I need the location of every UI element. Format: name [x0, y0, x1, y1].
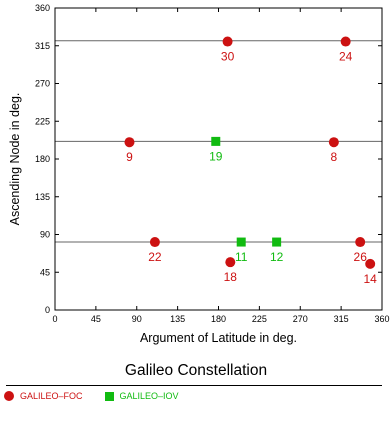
- iov-point-12: [272, 237, 282, 247]
- x-tick-label: 270: [293, 314, 308, 324]
- y-tick-label: 360: [35, 3, 50, 13]
- satellite-label-8: 8: [331, 150, 338, 164]
- chart: 0 45 90 135 180 225 270 315 360 0 45 90 135 180 225 270…: [8, 3, 390, 345]
- satellite-label-18: 18: [224, 270, 238, 284]
- x-tick-label: 45: [91, 314, 101, 324]
- legend-item-iov: GALILEO–IOV: [104, 391, 179, 401]
- y-tick-label: 180: [35, 154, 50, 164]
- y-tick-label: 270: [35, 79, 50, 89]
- foc-point-8: [328, 137, 339, 148]
- satellite-label-9: 9: [126, 150, 133, 164]
- x-tick-label: 225: [252, 314, 267, 324]
- satellite-label-19: 19: [209, 149, 223, 163]
- satellite-label-22: 22: [148, 250, 162, 264]
- satellite-label-26: 26: [354, 250, 368, 264]
- x-tick-label: 0: [52, 314, 57, 324]
- legend-label-iov: GALILEO–IOV: [119, 391, 179, 401]
- foc-point-9: [124, 137, 135, 148]
- foc-point-26: [355, 237, 366, 248]
- foc-point-24: [340, 36, 351, 47]
- x-tick-label: 135: [170, 314, 185, 324]
- chart-caption: Galileo Constellation: [124, 362, 268, 379]
- foc-point-22: [149, 237, 160, 248]
- circle-marker-icon: [4, 391, 14, 401]
- foc-point-30: [222, 36, 233, 47]
- legend-item-foc: GALILEO–FOC: [4, 391, 83, 401]
- y-tick-label: 0: [45, 305, 50, 315]
- square-marker-icon: [104, 391, 114, 401]
- legend-divider: [6, 385, 382, 386]
- y-tick-label: 90: [40, 230, 50, 240]
- x-tick-label: 315: [334, 314, 349, 324]
- legend: GALILEO–FOC GALILEO–IOV: [4, 389, 201, 403]
- x-tick-label: 360: [374, 314, 389, 324]
- satellite-label-12: 12: [270, 250, 284, 264]
- satellite-label-14: 14: [364, 272, 378, 286]
- y-tick-label: 315: [35, 41, 50, 51]
- y-tick-label: 135: [35, 192, 50, 202]
- plot-frame: [54, 7, 383, 311]
- foc-point-18: [225, 257, 236, 268]
- x-axis-label: Argument of Latitude in deg.: [140, 331, 297, 345]
- satellite-label-30: 30: [221, 50, 235, 64]
- y-tick-label: 225: [35, 116, 50, 126]
- iov-point-11: [236, 237, 246, 247]
- iov-point-19: [211, 136, 221, 146]
- satellite-label-24: 24: [339, 50, 353, 64]
- satellite-label-11: 11: [235, 250, 248, 264]
- x-tick-label: 90: [132, 314, 142, 324]
- y-axis-label: Ascending Node in deg.: [8, 93, 22, 226]
- y-tick-label: 45: [40, 267, 50, 277]
- legend-label-foc: GALILEO–FOC: [20, 391, 83, 401]
- x-tick-label: 180: [211, 314, 226, 324]
- foc-point-14: [365, 258, 376, 269]
- data-points: 30 24 9 8 22 18 26 14 19 11 12: [124, 36, 378, 286]
